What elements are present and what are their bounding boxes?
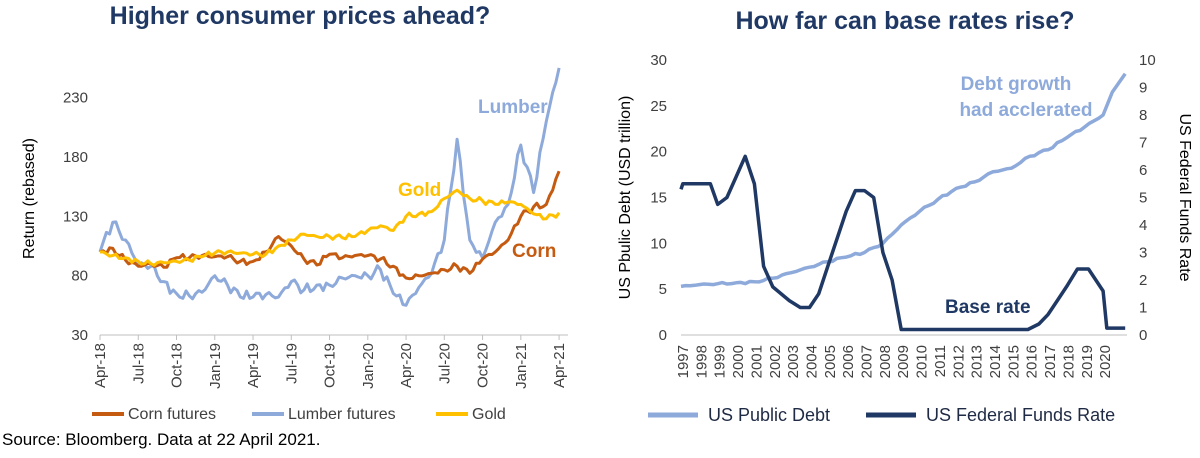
y-right-tick-label: 5: [1139, 190, 1147, 207]
y-right-tick-label: 10: [1139, 52, 1156, 69]
y-right-tick-label: 7: [1139, 135, 1147, 152]
x-tick-label: Apr-20: [398, 343, 415, 388]
x-tick-label: Apr-18: [92, 343, 109, 388]
x-tick-label: 2000: [730, 345, 747, 378]
legend-label-corn-futures: Corn futures: [128, 406, 216, 423]
x-tick-label: 2017: [1042, 345, 1059, 378]
x-tick-label: Jul-20: [436, 343, 453, 384]
x-tick-label: 2001: [748, 345, 765, 378]
x-tick-label: 2019: [1079, 345, 1096, 378]
x-tick-label: 2014: [987, 345, 1004, 378]
legend-label-lumber-futures: Lumber futures: [288, 406, 396, 423]
legend-label-us-federal-funds-rate: US Federal Funds Rate: [926, 405, 1115, 425]
x-tick-label: Jul-19: [283, 343, 300, 384]
y-right-tick-label: 9: [1139, 80, 1147, 97]
y-left-tick-label: 25: [650, 98, 667, 115]
annotation-base-rate: Base rate: [945, 297, 1031, 318]
x-tick-label: 2007: [859, 345, 876, 378]
x-tick-label: 1997: [675, 345, 692, 378]
x-tick-label: 2016: [1024, 345, 1041, 378]
y-right-tick-label: 0: [1139, 327, 1147, 344]
x-tick-label: 2008: [877, 345, 894, 378]
x-tick-label: Oct-20: [475, 343, 492, 388]
series-label-corn: Corn: [512, 241, 556, 262]
y-right-tick-label: 2: [1139, 272, 1147, 289]
x-tick-label: 2020: [1097, 345, 1114, 378]
x-tick-label: 2004: [803, 345, 820, 378]
x-tick-label: Jan-21: [513, 343, 530, 389]
source-note: Source: Bloomberg. Data at 22 April 2021…: [2, 430, 321, 449]
annotation-debt-growth-line2: had acclerated: [959, 100, 1092, 121]
series-label-lumber: Lumber: [478, 97, 548, 118]
y-left-tick-label: 0: [659, 327, 667, 344]
x-tick-label: 1999: [712, 345, 729, 378]
y-tick-label: 130: [63, 208, 88, 225]
y-right-tick-label: 6: [1139, 162, 1147, 179]
x-tick-label: 2018: [1060, 345, 1077, 378]
annotation-debt-growth: Debt growth had acclerated: [959, 74, 1092, 121]
y-axis-title: Return (rebased): [21, 138, 38, 259]
x-tick-label: 2009: [895, 345, 912, 378]
x-tick-label: Apr-21: [551, 343, 568, 388]
y-right-tick-label: 8: [1139, 107, 1147, 124]
series-line-gold: [99, 188, 561, 267]
y-tick-label: 80: [71, 268, 88, 285]
x-tick-label: 2011: [932, 345, 949, 377]
chart-left-commodities: 30 80 130 180 230 Apr-18 Jul-18 Oct-18 Jan-19 Apr…: [21, 67, 568, 423]
y-left-tick-label: 5: [659, 281, 667, 298]
x-tick-label: 2010: [914, 345, 931, 378]
y-right-tick-label: 4: [1139, 217, 1147, 234]
y-left-axis-title: US Pbulic Debt (USD trillion): [617, 96, 634, 300]
y-right-axis-title: US Federal Funds Rate: [1176, 113, 1193, 281]
series-line-us-public-debt: [680, 72, 1127, 289]
x-tick-label: 2003: [785, 345, 802, 378]
x-tick-label: Jan-19: [207, 343, 224, 389]
series-label-gold: Gold: [398, 180, 441, 201]
x-tick-label: 1998: [693, 345, 710, 378]
x-tick-label: Jan-20: [360, 343, 377, 389]
annotation-debt-growth-line1: Debt growth: [961, 74, 1072, 95]
y-right-tick-label: 1: [1139, 300, 1147, 317]
x-tick-label: 2002: [767, 345, 784, 378]
x-tick-label: 2013: [969, 345, 986, 378]
x-tick-label: Apr-19: [245, 343, 262, 388]
x-tick-label: Oct-19: [322, 343, 339, 388]
chart-title-left: Higher consumer prices ahead?: [109, 2, 491, 30]
series-line-us-federal-funds-rate: [679, 154, 1126, 332]
x-tick-label: Jul-18: [130, 343, 147, 384]
y-left-tick-label: 10: [650, 235, 667, 252]
x-tick-label: 2006: [840, 345, 857, 378]
y-tick-label: 30: [71, 327, 88, 344]
legend-label-us-public-debt: US Public Debt: [708, 405, 830, 425]
x-tick-label: 2005: [822, 345, 839, 378]
y-left-tick-label: 20: [650, 144, 667, 161]
chart-title-right: How far can base rates rise?: [735, 7, 1075, 35]
legend-label-gold: Gold: [472, 406, 506, 423]
x-tick-label: 2015: [1005, 345, 1022, 378]
x-tick-label: Oct-18: [169, 343, 186, 388]
series-line-corn-futures: [99, 170, 561, 281]
y-tick-label: 180: [63, 149, 88, 166]
y-right-tick-label: 3: [1139, 245, 1147, 262]
y-left-tick-label: 30: [650, 52, 667, 69]
y-left-tick-label: 15: [650, 190, 667, 207]
x-tick-label: 2012: [950, 345, 967, 378]
y-tick-label: 230: [63, 90, 88, 107]
